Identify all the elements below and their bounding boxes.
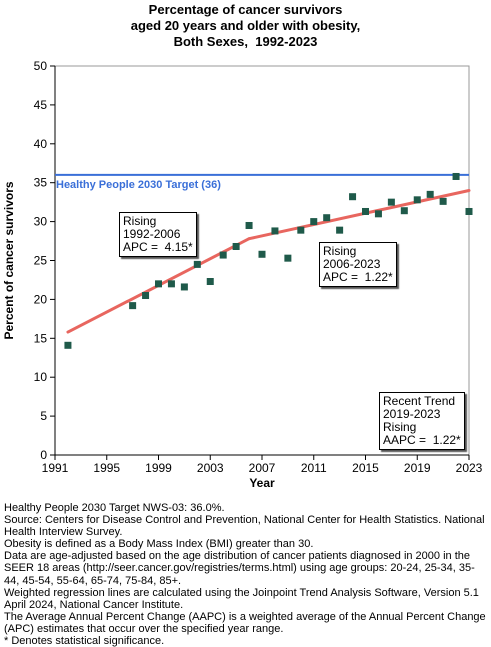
annotation-apc-2006-2023: Rising 2006-2023 APC = 1.22* bbox=[319, 242, 397, 287]
footnote-target: Healthy People 2030 Target NWS-03: 36.0%… bbox=[4, 502, 225, 514]
data-point bbox=[426, 190, 434, 198]
annotation-line: 2019-2023 bbox=[383, 407, 441, 421]
data-point bbox=[180, 283, 188, 291]
chart-title-line-2: aged 20 years and older with obesity, bbox=[130, 18, 361, 33]
target-line-label: Healthy People 2030 Target (36) bbox=[56, 179, 221, 191]
trend-segment bbox=[247, 188, 471, 241]
footnote-significance: * Denotes statistical significance. bbox=[4, 635, 165, 647]
annotation-line: APC = 1.22* bbox=[323, 270, 393, 284]
axis-labels: 0 5 10 15 20 25 30 35 40 45 50 1991 1995 1999 2003 2007… bbox=[2, 59, 483, 490]
target-line-group: Healthy People 2030 Target (36) bbox=[55, 173, 469, 191]
data-point bbox=[323, 214, 331, 222]
x-axis-label: Year bbox=[249, 476, 275, 490]
data-point bbox=[193, 260, 201, 268]
y-tick-label: 10 bbox=[34, 370, 48, 384]
annotation-line: Rising bbox=[383, 420, 417, 434]
footnote-regression: Weighted regression lines are calculated… bbox=[4, 586, 479, 611]
footnote-aapc: The Average Annual Percent Change (AAPC)… bbox=[4, 610, 486, 635]
annotation-recent-trend: Recent Trend 2019-2023 Rising AAPC = 1.2… bbox=[379, 392, 465, 450]
footnotes: Healthy People 2030 Target NWS-03: 36.0%… bbox=[4, 502, 488, 647]
data-point bbox=[336, 226, 344, 234]
x-tick-label: 2003 bbox=[197, 461, 224, 475]
annotation-line: 2006-2023 bbox=[323, 257, 381, 271]
x-tick-label: 2015 bbox=[352, 461, 379, 475]
x-tick-label: 1995 bbox=[93, 461, 120, 475]
x-tick-label: 1999 bbox=[145, 461, 172, 475]
data-point bbox=[155, 280, 162, 288]
y-tick-label: 5 bbox=[40, 409, 47, 423]
y-tick-label: 15 bbox=[34, 331, 48, 345]
data-point bbox=[362, 207, 369, 215]
data-point bbox=[142, 292, 150, 300]
y-tick-label: 40 bbox=[34, 137, 48, 151]
y-tick-label: 35 bbox=[34, 176, 48, 190]
y-tick-label: 50 bbox=[34, 59, 48, 73]
data-point bbox=[284, 254, 292, 262]
annotation-line: Rising bbox=[123, 214, 157, 228]
x-tick-label: 2007 bbox=[249, 461, 276, 475]
annotation-line: 1992-2006 bbox=[123, 227, 181, 241]
annotation-line: Recent Trend bbox=[383, 394, 456, 408]
data-point bbox=[349, 193, 357, 201]
y-tick-label: 30 bbox=[34, 215, 48, 229]
data-point bbox=[245, 221, 253, 229]
chart-title-line-1: Percentage of cancer survivors bbox=[148, 2, 343, 17]
chart-title: Percentage of cancer survivors aged 20 y… bbox=[0, 2, 491, 50]
y-tick-label: 25 bbox=[34, 254, 48, 268]
data-point bbox=[387, 198, 395, 206]
x-tick-label: 2023 bbox=[456, 461, 483, 475]
chart-title-line-3: Both Sexes, 1992-2023 bbox=[173, 34, 318, 49]
data-point bbox=[232, 242, 240, 250]
data-point bbox=[64, 341, 72, 349]
y-tick-label: 0 bbox=[40, 448, 47, 462]
data-point bbox=[452, 172, 460, 180]
data-point bbox=[310, 218, 318, 226]
footnote-source: Source: Centers for Disease Control and … bbox=[4, 514, 485, 539]
x-tick-label: 2019 bbox=[404, 461, 431, 475]
data-point bbox=[206, 278, 214, 286]
y-tick-label: 20 bbox=[34, 292, 48, 306]
annotation-line: Rising bbox=[323, 244, 357, 258]
data-point bbox=[413, 196, 421, 204]
annotation-line: AAPC = 1.22* bbox=[383, 433, 461, 447]
data-point bbox=[219, 251, 227, 259]
data-point bbox=[167, 280, 175, 288]
annotation-apc-1992-2006: Rising 1992-2006 APC = 4.15* bbox=[119, 212, 197, 257]
data-point bbox=[400, 207, 408, 215]
chart-canvas: Healthy People 2030 Target (36) 0 5 10 15 20… bbox=[2, 59, 483, 490]
annotation-line: APC = 4.15* bbox=[123, 240, 193, 254]
footnote-age-adjustment: Data are age-adjusted based on the age d… bbox=[4, 550, 475, 587]
data-point bbox=[258, 250, 266, 258]
footnote-obesity-definition: Obesity is defined as a Body Mass Index … bbox=[4, 538, 314, 551]
data-point bbox=[271, 227, 279, 235]
data-point bbox=[297, 226, 305, 234]
data-point bbox=[439, 197, 447, 205]
data-points bbox=[64, 172, 473, 349]
x-tick-label: 1991 bbox=[42, 461, 69, 475]
x-tick-label: 2011 bbox=[301, 461, 327, 475]
axes bbox=[50, 65, 470, 460]
y-axis-label: Percent of cancer survivors bbox=[2, 181, 16, 339]
data-point bbox=[129, 302, 137, 310]
y-tick-label: 45 bbox=[34, 98, 48, 112]
data-point bbox=[465, 207, 473, 215]
data-point bbox=[374, 210, 382, 218]
